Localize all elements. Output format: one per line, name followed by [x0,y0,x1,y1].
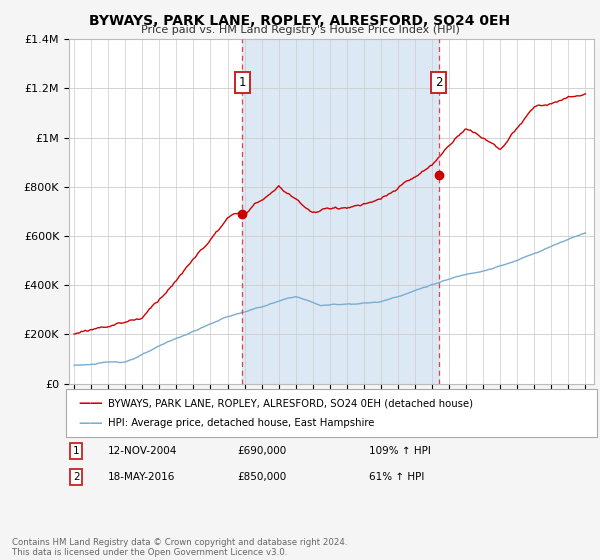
Text: £850,000: £850,000 [237,472,286,482]
Text: 2: 2 [73,472,80,482]
Text: Contains HM Land Registry data © Crown copyright and database right 2024.
This d: Contains HM Land Registry data © Crown c… [12,538,347,557]
Text: 109% ↑ HPI: 109% ↑ HPI [369,446,431,456]
Text: £690,000: £690,000 [237,446,286,456]
Text: 2: 2 [435,76,442,88]
Text: Price paid vs. HM Land Registry's House Price Index (HPI): Price paid vs. HM Land Registry's House … [140,25,460,35]
Text: BYWAYS, PARK LANE, ROPLEY, ALRESFORD, SO24 0EH (detached house): BYWAYS, PARK LANE, ROPLEY, ALRESFORD, SO… [108,398,473,408]
Text: 1: 1 [239,76,246,88]
Text: BYWAYS, PARK LANE, ROPLEY, ALRESFORD, SO24 0EH: BYWAYS, PARK LANE, ROPLEY, ALRESFORD, SO… [89,14,511,28]
Bar [242,39,439,384]
Text: ——: —— [78,417,103,430]
Text: ——: —— [78,397,103,410]
Text: HPI: Average price, detached house, East Hampshire: HPI: Average price, detached house, East… [108,418,374,428]
Text: 61% ↑ HPI: 61% ↑ HPI [369,472,424,482]
Text: 1: 1 [73,446,80,456]
Text: 18-MAY-2016: 18-MAY-2016 [108,472,175,482]
Text: 12-NOV-2004: 12-NOV-2004 [108,446,178,456]
